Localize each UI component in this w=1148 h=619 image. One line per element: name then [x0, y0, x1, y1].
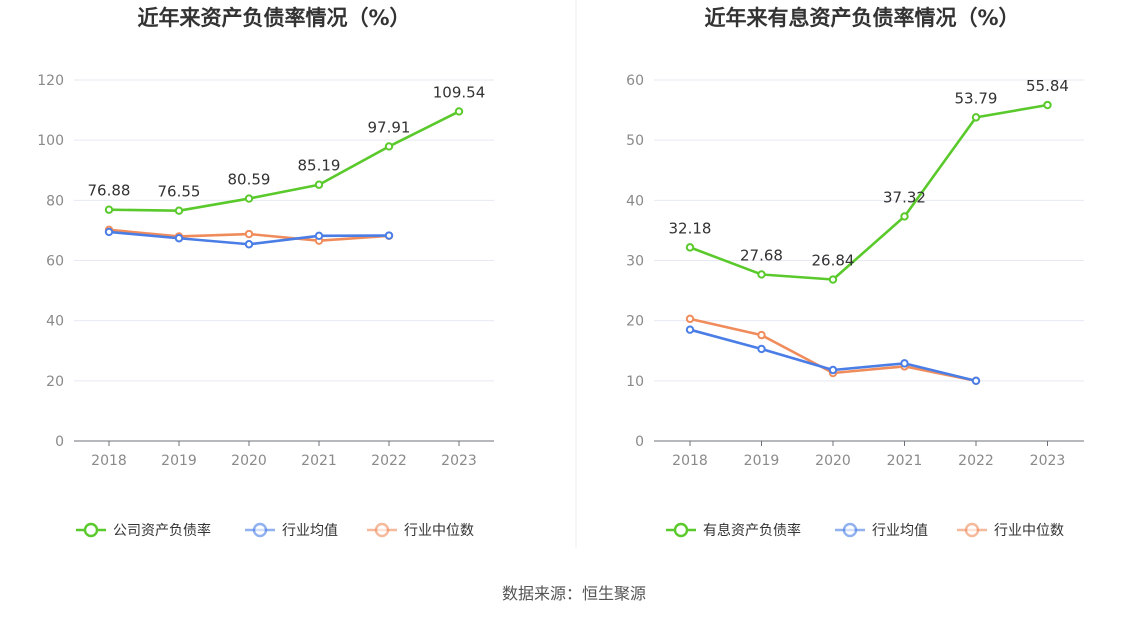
x-tick-label: 2021	[887, 453, 923, 469]
series-line-0	[689, 103, 1048, 281]
legend-label: 行业均值	[872, 523, 928, 539]
y-tick-label: 0	[55, 434, 64, 450]
y-tick-label: 40	[626, 193, 644, 209]
data-point	[900, 359, 909, 368]
data-label: 80.59	[228, 171, 271, 189]
data-point	[971, 113, 981, 122]
legend-swatch-marker	[842, 522, 858, 538]
data-label: 53.79	[955, 89, 998, 107]
data-point	[757, 330, 766, 340]
legend-label: 公司资产负债率	[113, 522, 211, 539]
data-point	[104, 205, 114, 214]
interest-debt-ratio-chart: 近年来有息资产负债率情况（%） 0 10 20 30 40 50 60 2018 2019 2020…	[626, 6, 1084, 539]
x-tick-label: 2022	[371, 453, 407, 469]
legend-item[interactable]: 行业均值	[245, 522, 338, 539]
y-tick-label: 60	[626, 73, 644, 89]
data-point	[174, 206, 184, 215]
x-tick-label: 2019	[744, 453, 780, 469]
source-label: 数据来源：恒生聚源	[502, 584, 646, 603]
legend-label: 行业均值	[282, 523, 338, 539]
legend-label: 行业中位数	[404, 523, 474, 539]
data-point	[971, 376, 981, 386]
legend-swatch-marker	[964, 522, 980, 538]
y-tick-label: 80	[46, 193, 64, 209]
data-label: 76.55	[158, 183, 201, 201]
y-tick-label: 100	[37, 133, 64, 149]
chart-title: 近年来资产负债率情况（%）	[137, 6, 410, 30]
x-tick-label: 2018	[672, 453, 708, 469]
chart-title: 近年来有息资产负债率情况（%）	[704, 6, 1019, 30]
data-point	[454, 107, 464, 116]
data-label: 27.68	[740, 246, 783, 264]
legend-item[interactable]: 有息资产负债率	[666, 522, 801, 539]
data-point	[685, 243, 695, 252]
data-label: 109.54	[433, 83, 486, 101]
legend-item[interactable]: 行业中位数	[957, 522, 1064, 539]
legend-swatch-marker	[252, 522, 268, 538]
y-tick-label: 20	[626, 314, 644, 330]
data-label: 97.91	[368, 118, 411, 136]
x-tick-label: 2020	[231, 453, 267, 469]
data-label: 37.32	[883, 188, 926, 206]
data-point	[828, 275, 838, 284]
debt-ratio-chart: 近年来资产负债率情况（%） 0 20 40 60 80 100 120 2018 2019 2020…	[37, 6, 494, 539]
data-point	[314, 180, 324, 189]
legend-item[interactable]: 行业均值	[835, 522, 928, 539]
y-tick-label: 0	[635, 434, 644, 450]
legend-item[interactable]: 公司资产负债率	[76, 522, 211, 539]
x-tick-label: 2018	[91, 453, 127, 469]
y-tick-label: 40	[46, 314, 64, 330]
legend-swatch-marker	[673, 522, 689, 538]
data-point	[384, 142, 394, 151]
data-point	[244, 194, 254, 203]
data-point	[685, 325, 695, 334]
data-point	[757, 344, 766, 354]
data-point	[384, 231, 394, 240]
y-tick-label: 120	[37, 73, 64, 89]
legend-swatch-marker	[83, 522, 99, 538]
x-tick-label: 2023	[441, 453, 477, 469]
data-point	[757, 270, 766, 279]
legend-label: 行业中位数	[994, 523, 1064, 539]
x-tick-label: 2019	[161, 453, 197, 469]
y-tick-label: 60	[46, 254, 64, 270]
data-point	[685, 314, 695, 324]
y-tick-label: 30	[626, 254, 644, 270]
x-tick-label: 2023	[1030, 453, 1066, 469]
x-tick-label: 2022	[958, 453, 994, 469]
y-tick-label: 10	[626, 374, 644, 390]
data-label: 55.84	[1026, 77, 1069, 95]
data-label: 85.19	[298, 157, 341, 175]
data-point	[244, 240, 254, 249]
x-tick-label: 2021	[301, 453, 337, 469]
data-point	[174, 234, 184, 243]
data-point	[1043, 100, 1052, 110]
y-tick-label: 50	[626, 133, 644, 149]
x-tick-label: 2020	[815, 453, 851, 469]
data-point	[828, 365, 838, 375]
data-label: 76.88	[88, 182, 131, 200]
data-point	[314, 231, 324, 241]
y-tick-label: 20	[46, 374, 64, 390]
data-label: 26.84	[812, 252, 855, 270]
legend-item[interactable]: 行业中位数	[367, 522, 474, 539]
legend-swatch-marker	[374, 522, 390, 538]
data-point	[244, 229, 254, 239]
legend-label: 有息资产负债率	[703, 522, 801, 539]
data-label: 32.18	[669, 219, 712, 237]
data-point	[104, 227, 114, 237]
data-point	[900, 212, 909, 221]
series-line-0	[108, 110, 460, 213]
